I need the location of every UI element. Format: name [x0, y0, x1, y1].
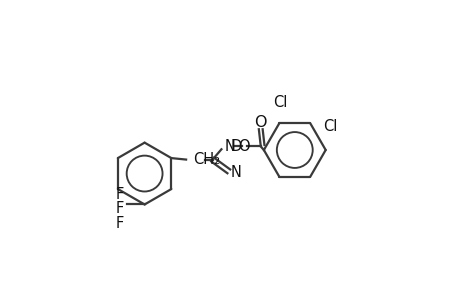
Text: N: N	[230, 165, 241, 180]
Text: F: F	[115, 201, 123, 216]
Text: CH₂: CH₂	[193, 152, 220, 167]
Text: D: D	[230, 139, 241, 154]
Text: O: O	[254, 115, 266, 130]
Text: F: F	[115, 216, 123, 231]
Text: N: N	[224, 139, 235, 154]
Text: Cl: Cl	[273, 95, 287, 110]
Text: O: O	[238, 139, 250, 154]
Text: F: F	[115, 187, 123, 202]
Text: Cl: Cl	[323, 119, 337, 134]
